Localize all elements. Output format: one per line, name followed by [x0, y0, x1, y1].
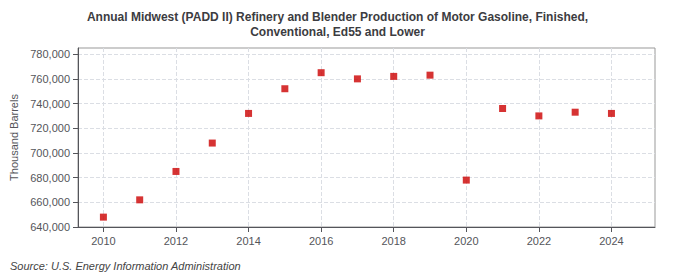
svg-text:780,000: 780,000 — [30, 48, 70, 60]
svg-text:2018: 2018 — [381, 235, 405, 247]
svg-text:2022: 2022 — [527, 235, 551, 247]
svg-text:2024: 2024 — [599, 235, 623, 247]
svg-text:640,000: 640,000 — [30, 221, 70, 233]
svg-text:2020: 2020 — [454, 235, 478, 247]
svg-text:760,000: 760,000 — [30, 73, 70, 85]
svg-text:Conventional, Ed55 and Lower: Conventional, Ed55 and Lower — [250, 25, 425, 39]
svg-text:700,000: 700,000 — [30, 147, 70, 159]
svg-text:Thousand Barrels: Thousand Barrels — [8, 94, 20, 181]
svg-text:2010: 2010 — [91, 235, 115, 247]
svg-text:740,000: 740,000 — [30, 98, 70, 110]
svg-text:Annual Midwest (PADD II) Refin: Annual Midwest (PADD II) Refinery and Bl… — [87, 10, 588, 24]
svg-text:2016: 2016 — [309, 235, 333, 247]
svg-text:660,000: 660,000 — [30, 196, 70, 208]
svg-text:720,000: 720,000 — [30, 122, 70, 134]
svg-text:2014: 2014 — [236, 235, 260, 247]
svg-text:2012: 2012 — [164, 235, 188, 247]
svg-text:680,000: 680,000 — [30, 172, 70, 184]
svg-text:Source: U.S. Energy Informatio: Source: U.S. Energy Information Administ… — [10, 260, 241, 272]
